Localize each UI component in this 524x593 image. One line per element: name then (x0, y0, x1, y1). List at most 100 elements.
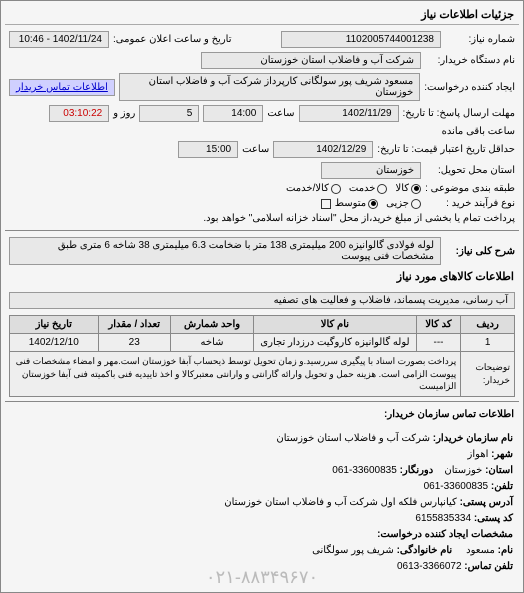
need-details-panel: جزئیات اطلاعات نیاز شماره نیاز: 11020057… (0, 0, 524, 593)
label-tel: تلفن تماس: (464, 561, 513, 572)
contact-line-phone: تلفن: 33600835-061 (11, 479, 513, 495)
label-remaining: ساعت باقی مانده (442, 126, 515, 137)
table-header-row: ردیف کد کالا نام کالا واحد شمارش تعداد /… (10, 316, 515, 334)
radio-icon (331, 184, 341, 194)
value-fax: 33600835-061 (332, 465, 397, 476)
radio-icon (377, 184, 387, 194)
td-code: --- (416, 334, 461, 352)
th-name: نام کالا (254, 316, 417, 334)
value-countdown: 03:10:22 (49, 105, 109, 122)
label-fax: دورنگار: (400, 465, 434, 476)
row-requester: ایجاد کننده درخواست: مسعود شریف پور سولگ… (5, 71, 519, 103)
label-surname: نام خانوادگی: (397, 545, 453, 556)
label-announce: تاریخ و ساعت اعلان عمومی: (113, 34, 232, 45)
label-delivery-state: استان محل تحویل: (425, 165, 515, 176)
contact-block: نام سازمان خریدار: شرکت آب و فاضلاب استا… (5, 427, 519, 579)
separator (5, 401, 519, 402)
label-postal: کد پستی: (474, 513, 513, 524)
value-requester: مسعود شریف پور سولگانی کارپرداز شرکت آب … (119, 73, 420, 101)
row-classification: طبقه بندی موضوعی : کالا خدمت کالا/خدمت (5, 181, 519, 196)
row-buyer-org: نام دستگاه خریدار: شرکت آب و فاضلاب استا… (5, 50, 519, 71)
value-delivery-state: خوزستان (321, 162, 421, 179)
checkbox-treasury[interactable] (321, 199, 331, 209)
value-surname: شریف پور سولگانی (312, 545, 394, 556)
td-date: 1402/12/10 (10, 334, 99, 352)
label-creator: مشخصات ایجاد کننده درخواست: (377, 529, 513, 540)
label-requester: ایجاد کننده درخواست: (424, 82, 515, 93)
contact-line-name: نام: مسعود نام خانوادگی: شریف پور سولگان… (11, 543, 513, 559)
th-qty: تعداد / مقدار (98, 316, 170, 334)
table-desc-row: توضیحات خریدار: پرداخت بصورت اسناد با پی… (10, 352, 515, 397)
label-buy-type: نوع فرآیند خرید : (425, 198, 515, 209)
label-request-no: شماره نیاز: (445, 34, 515, 45)
row-group: آب رسانی، مدیریت پسماند، فاضلاب و فعالیت… (5, 290, 519, 311)
value-city: اهواز (468, 449, 489, 460)
radio-label-minor: جزیی (386, 198, 409, 209)
th-unit: واحد شمارش (170, 316, 253, 334)
value-address: کیانپارس فلکه اول شرکت آب و فاضلاب استان… (224, 497, 457, 508)
value-phone: 33600835-061 (424, 481, 489, 492)
label-org: نام سازمان خریدار: (433, 433, 513, 444)
label-address: آدرس پستی: (460, 497, 513, 508)
value-validity-date: 1402/12/29 (273, 141, 373, 158)
value-name: مسعود (466, 545, 495, 556)
row-delivery-state: استان محل تحویل: خوزستان (5, 160, 519, 181)
label-city: شهر: (491, 449, 513, 460)
radio-goods[interactable]: کالا (395, 183, 421, 194)
label-days-and: روز و (113, 108, 135, 119)
items-table: ردیف کد کالا نام کالا واحد شمارش تعداد /… (9, 315, 515, 397)
td-desc-label: توضیحات خریدار: (461, 352, 515, 397)
label-reply-deadline: مهلت ارسال پاسخ: تا تاریخ: (403, 108, 515, 119)
label-buyer-org: نام دستگاه خریدار: (425, 55, 515, 66)
label-name: نام: (498, 545, 513, 556)
td-desc: پرداخت بصورت اسناد با پیگیری سررسید.و زم… (10, 352, 461, 397)
th-row: ردیف (461, 316, 515, 334)
label-classification: طبقه بندی موضوعی : (425, 183, 515, 194)
items-table-wrap: ردیف کد کالا نام کالا واحد شمارش تعداد /… (9, 315, 515, 397)
label-treasury-note: پرداخت تمام یا بخشی از مبلغ خرید،از محل … (203, 213, 515, 224)
th-code: کد کالا (416, 316, 461, 334)
separator (5, 230, 519, 231)
value-announce: 1402/11/24 - 10:46 (9, 31, 109, 48)
value-group: آب رسانی، مدیریت پسماند، فاضلاب و فعالیت… (9, 292, 515, 309)
radio-label-medium: متوسط (335, 198, 366, 209)
link-buyer-contact[interactable]: اطلاعات تماس خریدار (9, 79, 115, 96)
radio-icon (368, 199, 378, 209)
value-postal: 6155835334 (415, 513, 471, 524)
radio-group-buy-type: جزیی متوسط (335, 198, 421, 209)
radio-minor[interactable]: جزیی (386, 198, 421, 209)
row-reply-deadline: مهلت ارسال پاسخ: تا تاریخ: 1402/11/29 سا… (5, 103, 519, 139)
value-buyer-org: شرکت آب و فاضلاب استان خوزستان (201, 52, 421, 69)
value-days-left: 5 (139, 105, 199, 122)
value-reply-time: 14:00 (203, 105, 263, 122)
section-title-items: اطلاعات کالاهای مورد نیاز (5, 267, 519, 286)
contact-line-postal: کد پستی: 6155835334 (11, 511, 513, 527)
value-province: خوزستان (444, 465, 482, 476)
contact-line-creator: مشخصات ایجاد کننده درخواست: (11, 527, 513, 543)
value-tel: 3366072-0613 (397, 561, 462, 572)
radio-label-service: خدمت (349, 183, 376, 194)
label-time-1: ساعت (267, 108, 294, 119)
contact-line-tel: تلفن تماس: 3366072-0613 (11, 559, 513, 575)
radio-medium[interactable]: متوسط (335, 198, 378, 209)
row-buy-type: نوع فرآیند خرید : جزیی متوسط پرداخت تمام… (5, 196, 519, 226)
radio-icon (411, 184, 421, 194)
th-date: تاریخ نیاز (10, 316, 99, 334)
radio-label-goods: کالا (395, 183, 409, 194)
radio-icon (411, 199, 421, 209)
radio-goods-service[interactable]: کالا/خدمت (286, 183, 341, 194)
row-need-desc: شرح کلی نیاز: لوله فولادی گالوانیزه 200 … (5, 235, 519, 267)
td-idx: 1 (461, 334, 515, 352)
value-org: شرکت آب و فاضلاب استان خوزستان (276, 433, 430, 444)
td-unit: شاخه (170, 334, 253, 352)
value-need-desc: لوله فولادی گالوانیزه 200 میلیمتری 138 م… (9, 237, 441, 265)
row-request-no: شماره نیاز: 1102005744001238 تاریخ و ساع… (5, 29, 519, 50)
contact-line-address: آدرس پستی: کیانپارس فلکه اول شرکت آب و ف… (11, 495, 513, 511)
label-time-2: ساعت (242, 144, 269, 155)
label-need-desc: شرح کلی نیاز: (445, 246, 515, 257)
label-province: استان: (485, 465, 513, 476)
td-name: لوله گالوانیزه کاروگیت درزدار تجاری (254, 334, 417, 352)
value-reply-date: 1402/11/29 (299, 105, 399, 122)
radio-service[interactable]: خدمت (349, 183, 388, 194)
td-qty: 23 (98, 334, 170, 352)
